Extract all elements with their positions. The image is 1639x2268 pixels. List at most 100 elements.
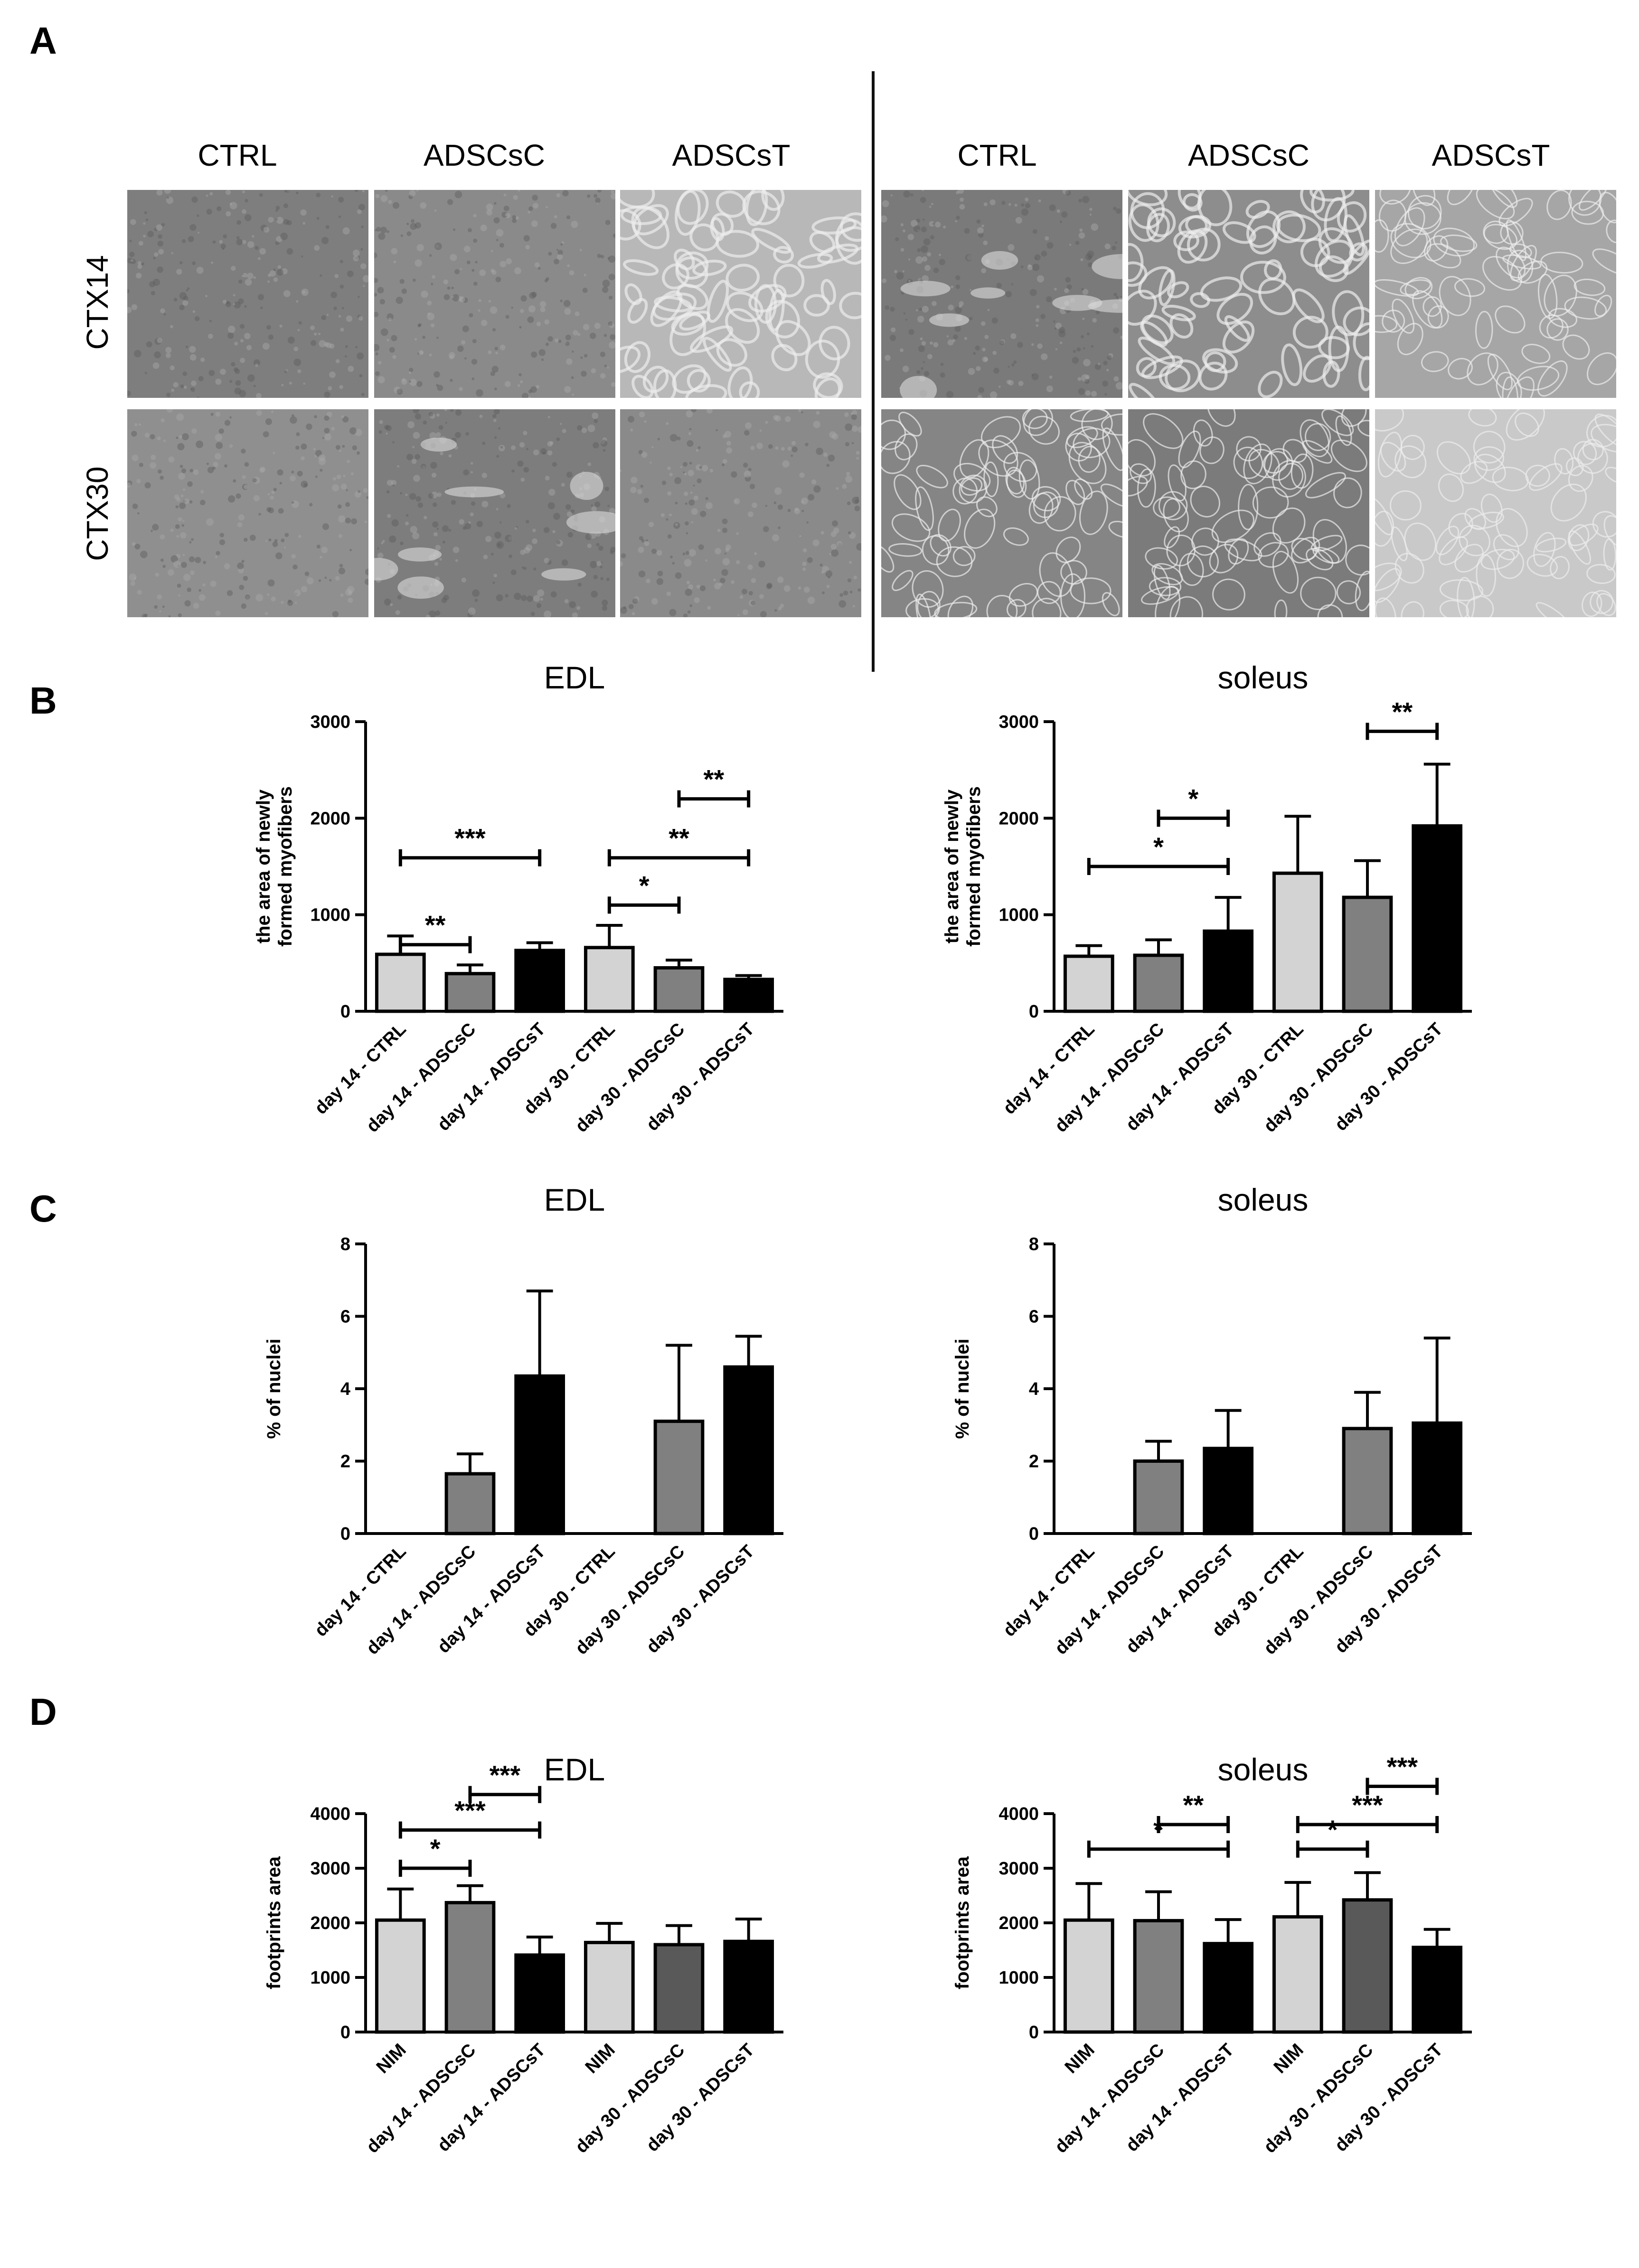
bar bbox=[1272, 1915, 1323, 2034]
bar bbox=[444, 972, 496, 1013]
bar bbox=[1203, 1942, 1254, 2034]
y-tick-label: 4000 bbox=[310, 1804, 350, 1824]
significance-label: *** bbox=[1387, 1752, 1418, 1782]
chart-title: soleus bbox=[1218, 1752, 1309, 1787]
y-tick-label: 0 bbox=[340, 1524, 350, 1544]
chart-title: EDL bbox=[544, 1182, 605, 1217]
x-tick-label: NIM bbox=[373, 2040, 410, 2078]
chart-title: EDL bbox=[544, 660, 605, 695]
x-tick-label: NIM bbox=[1061, 2040, 1099, 2078]
bar bbox=[1342, 1427, 1393, 1535]
y-tick-label: 2000 bbox=[310, 809, 350, 828]
bar bbox=[1272, 871, 1323, 1013]
y-tick-label: 4 bbox=[1029, 1379, 1039, 1399]
chart-title: soleus bbox=[1218, 660, 1309, 695]
micrograph-tile bbox=[881, 190, 1122, 398]
y-tick-label: 1000 bbox=[998, 1968, 1039, 1988]
bar bbox=[1133, 953, 1184, 1013]
y-tick-label: 0 bbox=[1029, 1524, 1039, 1544]
y-tick-label: 1000 bbox=[310, 905, 350, 925]
col-label-right-adscsc: ADSCsC bbox=[1187, 138, 1310, 172]
y-axis-label: the area of newlyformed myofibers bbox=[942, 786, 984, 947]
y-tick-label: 2 bbox=[1029, 1452, 1039, 1472]
y-axis-label: % of nuclei bbox=[952, 1338, 973, 1439]
y-tick-label: 2 bbox=[340, 1452, 350, 1472]
y-tick-label: 3000 bbox=[998, 1859, 1039, 1879]
micrograph-tile bbox=[374, 409, 615, 617]
x-tick-label: NIM bbox=[1270, 2040, 1308, 2078]
micrograph-tile bbox=[127, 190, 368, 398]
bar bbox=[444, 1901, 496, 2034]
bar bbox=[653, 1420, 705, 1535]
bar bbox=[653, 966, 705, 1013]
bar bbox=[584, 1940, 635, 2034]
micrograph-tile bbox=[1128, 409, 1369, 617]
bar bbox=[1412, 824, 1463, 1013]
bar bbox=[514, 1374, 565, 1535]
micrograph-tile bbox=[1375, 190, 1616, 398]
bar bbox=[1412, 1946, 1463, 2034]
bar bbox=[1133, 1919, 1184, 2034]
bar bbox=[653, 1943, 705, 2034]
chart-b-edl: EDL the area of newlyformed myofibers 0 100… bbox=[253, 660, 783, 1136]
y-tick-label: 0 bbox=[1029, 2023, 1039, 2042]
significance-label: * bbox=[1188, 783, 1198, 813]
micrograph-tile bbox=[1128, 190, 1369, 398]
micrograph-tile bbox=[374, 190, 615, 398]
bar bbox=[1342, 1898, 1393, 2034]
y-tick-label: 1000 bbox=[998, 905, 1039, 925]
col-label-left-adscst: ADSCsT bbox=[672, 138, 791, 172]
significance-label: * bbox=[430, 1834, 441, 1863]
bar bbox=[1342, 895, 1393, 1013]
bar bbox=[1203, 929, 1254, 1013]
y-tick-label: 8 bbox=[340, 1234, 350, 1254]
y-axis-label: the area of newlyformed myofibers bbox=[253, 786, 296, 947]
y-tick-label: 0 bbox=[340, 1002, 350, 1022]
y-tick-label: 3000 bbox=[998, 712, 1039, 732]
significance-label: ** bbox=[425, 910, 446, 940]
bar bbox=[375, 952, 426, 1013]
y-axis-label: % of nuclei bbox=[264, 1338, 284, 1439]
y-tick-label: 3000 bbox=[310, 712, 350, 732]
bar bbox=[1412, 1421, 1463, 1535]
y-tick-label: 6 bbox=[340, 1307, 350, 1327]
panel-label-a: A bbox=[29, 19, 57, 62]
significance-label: ** bbox=[1392, 696, 1413, 726]
y-tick-label: 4 bbox=[340, 1379, 350, 1399]
significance-label: ** bbox=[669, 823, 689, 853]
y-tick-label: 6 bbox=[1029, 1307, 1039, 1327]
y-axis-label: footprints area bbox=[952, 1856, 973, 1989]
bar bbox=[1063, 954, 1114, 1013]
bar bbox=[723, 1939, 774, 2034]
panel-label-d: D bbox=[29, 1691, 57, 1733]
significance-label: *** bbox=[490, 1760, 521, 1790]
col-label-right-adscst: ADSCsT bbox=[1432, 138, 1550, 172]
significance-label: ** bbox=[1183, 1790, 1204, 1820]
bar bbox=[723, 978, 774, 1013]
micrograph-tile bbox=[1375, 409, 1616, 617]
bar bbox=[1133, 1459, 1184, 1535]
y-tick-label: 3000 bbox=[310, 1859, 350, 1879]
col-label-left-adscsc: ADSCsC bbox=[423, 138, 546, 172]
bar bbox=[584, 946, 635, 1013]
bar bbox=[444, 1472, 496, 1535]
significance-label: * bbox=[1153, 832, 1164, 862]
micrograph-tile bbox=[620, 409, 861, 617]
chart-title: EDL bbox=[544, 1752, 605, 1787]
micrograph-tile bbox=[620, 190, 861, 398]
row-label-ctx30: CTX30 bbox=[80, 466, 114, 561]
panel-label-c: C bbox=[29, 1187, 57, 1230]
panel-a-divider bbox=[872, 71, 875, 672]
micrograph-tile bbox=[881, 409, 1122, 617]
bar bbox=[723, 1365, 774, 1535]
chart-title: soleus bbox=[1218, 1182, 1309, 1217]
y-tick-label: 2000 bbox=[310, 1913, 350, 1933]
col-label-right-ctrl: CTRL bbox=[957, 138, 1037, 172]
significance-label: ** bbox=[704, 764, 725, 794]
y-tick-label: 0 bbox=[340, 2023, 350, 2042]
chart-d-soleus: soleus footprints area 0 1000 2000 3000 4000 NI… bbox=[952, 1752, 1472, 2157]
micrograph-tile bbox=[127, 409, 368, 617]
